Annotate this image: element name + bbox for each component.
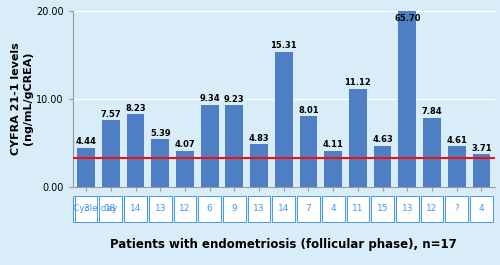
Text: 8.23: 8.23 (125, 104, 146, 113)
Bar (398, 11, 416, 187)
Text: 9: 9 (232, 204, 237, 213)
Text: 5.39: 5.39 (150, 129, 171, 138)
Bar (448, 146, 466, 187)
Bar (374, 146, 392, 187)
Text: 13: 13 (402, 204, 413, 213)
Bar (324, 151, 342, 187)
Bar (126, 114, 144, 187)
FancyBboxPatch shape (371, 196, 394, 222)
Bar (275, 52, 292, 187)
Text: 3: 3 (83, 204, 89, 213)
Bar (472, 154, 490, 187)
Text: 15.31: 15.31 (270, 41, 297, 50)
FancyBboxPatch shape (223, 196, 246, 222)
Text: 11.12: 11.12 (344, 78, 371, 87)
FancyBboxPatch shape (272, 196, 295, 222)
FancyBboxPatch shape (346, 196, 369, 222)
FancyBboxPatch shape (198, 196, 221, 222)
Text: 13: 13 (254, 204, 265, 213)
Bar (300, 116, 318, 187)
Text: 12: 12 (179, 204, 190, 213)
Y-axis label: CYFRA 21-1 levels
(ng/mL/gCREA): CYFRA 21-1 levels (ng/mL/gCREA) (12, 42, 33, 155)
Text: 4: 4 (478, 204, 484, 213)
Bar (226, 105, 243, 187)
FancyBboxPatch shape (248, 196, 270, 222)
FancyBboxPatch shape (72, 196, 117, 222)
Text: 15: 15 (377, 204, 388, 213)
Text: 7.84: 7.84 (422, 107, 442, 116)
FancyBboxPatch shape (297, 196, 320, 222)
Text: 6: 6 (207, 204, 212, 213)
Text: 11: 11 (352, 204, 364, 213)
FancyBboxPatch shape (322, 196, 344, 222)
FancyBboxPatch shape (124, 196, 147, 222)
FancyBboxPatch shape (74, 196, 98, 222)
Bar (102, 120, 120, 187)
FancyBboxPatch shape (420, 196, 444, 222)
FancyBboxPatch shape (446, 196, 468, 222)
FancyBboxPatch shape (470, 196, 493, 222)
Text: 12: 12 (426, 204, 438, 213)
Bar (176, 151, 194, 187)
Text: Cycle day: Cycle day (72, 204, 117, 213)
Text: 4.07: 4.07 (174, 140, 195, 149)
Text: ?: ? (454, 204, 459, 213)
Bar (250, 144, 268, 187)
Text: 65.70: 65.70 (394, 14, 420, 23)
FancyBboxPatch shape (174, 196, 197, 222)
Text: 4.44: 4.44 (76, 137, 96, 146)
Text: 7: 7 (306, 204, 312, 213)
Text: 14: 14 (130, 204, 141, 213)
Text: 9.34: 9.34 (200, 94, 220, 103)
FancyBboxPatch shape (149, 196, 172, 222)
FancyBboxPatch shape (396, 196, 418, 222)
Text: 4: 4 (330, 204, 336, 213)
Text: 4.63: 4.63 (372, 135, 393, 144)
Bar (200, 104, 218, 187)
Bar (349, 89, 367, 187)
Text: Patients with endometriosis (follicular phase), n=17: Patients with endometriosis (follicular … (110, 238, 457, 251)
Text: 4.11: 4.11 (322, 140, 344, 149)
Text: 13: 13 (154, 204, 166, 213)
Text: 7.57: 7.57 (100, 109, 121, 118)
FancyBboxPatch shape (100, 196, 122, 222)
Text: 8.01: 8.01 (298, 106, 319, 115)
Bar (423, 118, 441, 187)
Text: 4.83: 4.83 (248, 134, 270, 143)
Bar (152, 139, 169, 187)
Text: 14: 14 (278, 204, 289, 213)
Text: 4.61: 4.61 (446, 136, 467, 145)
Text: 18: 18 (105, 204, 117, 213)
Bar (77, 148, 95, 187)
Text: 3.71: 3.71 (471, 144, 492, 153)
Text: 9.23: 9.23 (224, 95, 244, 104)
